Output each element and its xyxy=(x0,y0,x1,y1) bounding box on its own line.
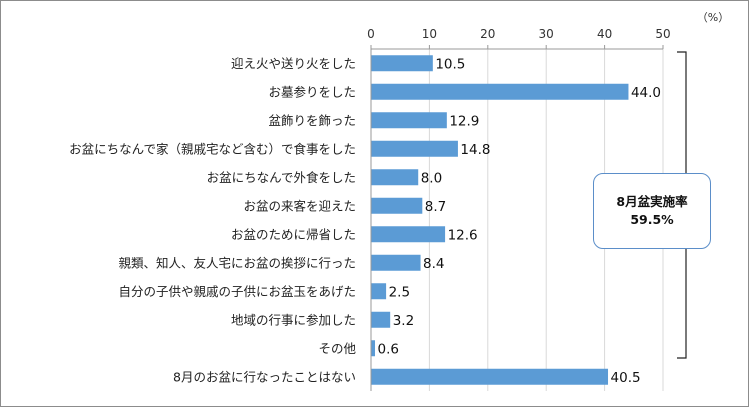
callout-title: 8月盆実施率 xyxy=(616,194,688,209)
bar xyxy=(371,83,629,100)
category-label: お盆にちなんで家（親戚宅など含む）で食事をした xyxy=(69,141,356,156)
value-label: 12.9 xyxy=(449,113,479,129)
x-tick-label: 10 xyxy=(422,27,437,41)
value-label: 0.6 xyxy=(378,341,399,357)
x-tick-label: 40 xyxy=(597,27,612,41)
x-tick-label: 30 xyxy=(539,27,554,41)
bar xyxy=(371,169,419,186)
category-label: お盆の来客を迎えた xyxy=(243,198,356,213)
category-label: お盆のために帰省した xyxy=(231,227,356,242)
callout-value: 59.5% xyxy=(630,212,674,227)
category-label: お盆にちなんで外食をした xyxy=(207,170,356,185)
value-label: 3.2 xyxy=(393,313,414,329)
bar xyxy=(371,112,447,129)
bar xyxy=(371,55,433,72)
implementation-rate-callout: 8月盆実施率 59.5% xyxy=(593,173,711,249)
bar xyxy=(371,283,387,300)
bar xyxy=(371,368,609,385)
bar xyxy=(371,340,376,357)
unit-label: （%） xyxy=(697,11,729,24)
value-label: 2.5 xyxy=(389,284,410,300)
x-tick-label: 50 xyxy=(655,27,670,41)
bars xyxy=(371,55,629,385)
x-tick-label: 20 xyxy=(480,27,495,41)
value-label: 10.5 xyxy=(435,56,465,72)
value-label: 8.4 xyxy=(423,256,444,272)
category-label: 迎え火や送り火をした xyxy=(231,56,356,71)
value-label: 40.5 xyxy=(611,370,641,386)
bar xyxy=(371,140,458,157)
bar xyxy=(371,226,446,243)
value-labels: 10.5 44.0 12.9 14.8 8.0 8.712.68.4 2.5 3.2 0.6 40… xyxy=(378,56,662,386)
category-labels: 迎え火や送り火をしたお墓参りをした盆飾りを飾ったお盆にちなんで家（親戚宅など含む… xyxy=(69,56,356,385)
category-label: その他 xyxy=(318,341,356,356)
category-label: お墓参りをした xyxy=(268,84,356,99)
x-axis-ticks: 0 10 20 30 40 50 xyxy=(367,27,670,41)
value-label: 12.6 xyxy=(448,227,478,243)
category-label: 地域の行事に参加した xyxy=(231,312,356,327)
category-label: 8月のお盆に行なったことはない xyxy=(173,369,356,384)
bar xyxy=(371,197,423,214)
value-label: 44.0 xyxy=(631,85,661,101)
value-label: 14.8 xyxy=(460,142,490,158)
category-label: 自分の子供や親戚の子供にお盆玉をあげた xyxy=(118,284,356,299)
axes xyxy=(370,45,664,391)
value-label: 8.0 xyxy=(421,170,442,186)
bar xyxy=(371,311,391,328)
x-tick-label: 0 xyxy=(367,27,375,41)
value-label: 8.7 xyxy=(425,199,446,215)
category-label: 親類、知人、友人宅にお盆の挨拶に行った xyxy=(118,255,356,270)
category-label: 盆飾りを飾った xyxy=(268,113,356,128)
bar xyxy=(371,254,421,271)
